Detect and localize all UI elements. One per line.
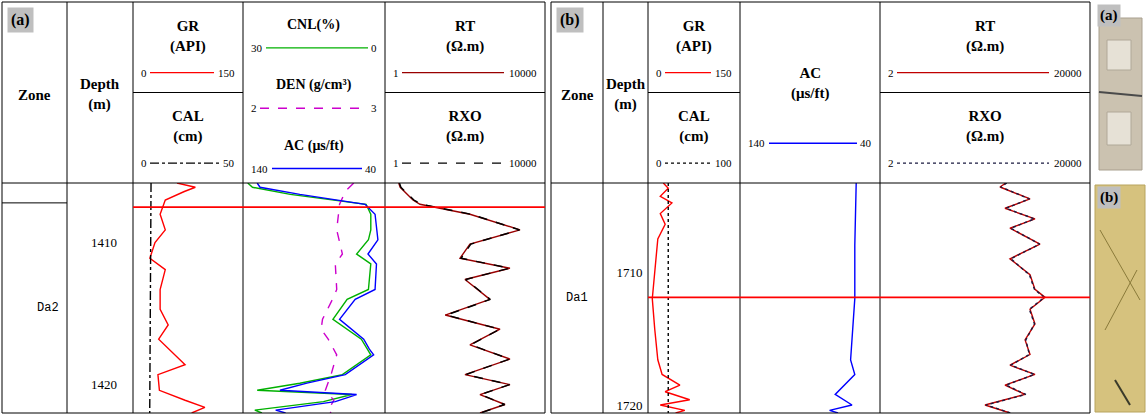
svg-text:40: 40 (860, 137, 872, 149)
svg-text:Da2: Da2 (37, 301, 59, 315)
svg-text:150: 150 (715, 67, 732, 79)
svg-text:AC(μs/ft): AC(μs/ft) (791, 65, 830, 102)
svg-text:20000: 20000 (1054, 157, 1082, 169)
svg-text:RT(Ω.m): RT(Ω.m) (446, 18, 484, 55)
svg-text:0: 0 (656, 157, 662, 169)
svg-text:10000: 10000 (509, 67, 537, 79)
svg-text:RT(Ω.m): RT(Ω.m) (966, 18, 1004, 55)
svg-text:1420: 1420 (91, 377, 117, 392)
svg-text:1: 1 (393, 157, 399, 169)
svg-text:0: 0 (141, 157, 147, 169)
svg-text:CAL(cm): CAL(cm) (678, 108, 710, 145)
svg-text:0: 0 (371, 42, 377, 54)
svg-text:(b): (b) (1100, 189, 1118, 206)
svg-text:20000: 20000 (1054, 67, 1082, 79)
svg-text:CAL(cm): CAL(cm) (172, 108, 204, 145)
svg-text:40: 40 (365, 163, 377, 175)
svg-text:2: 2 (251, 102, 257, 114)
svg-text:Depth(m): Depth(m) (606, 76, 646, 113)
svg-text:GR(API): GR(API) (676, 18, 712, 55)
svg-text:100: 100 (715, 157, 732, 169)
svg-text:150: 150 (218, 67, 235, 79)
svg-text:0: 0 (141, 67, 147, 79)
svg-text:30: 30 (251, 42, 263, 54)
svg-text:RXO(Ω.m): RXO(Ω.m) (446, 108, 484, 145)
svg-text:0: 0 (656, 67, 662, 79)
svg-text:Zone: Zone (561, 87, 594, 103)
svg-text:2: 2 (888, 67, 894, 79)
svg-text:(a): (a) (1100, 7, 1118, 24)
svg-text:2: 2 (888, 157, 894, 169)
svg-text:(a): (a) (11, 11, 30, 29)
svg-text:50: 50 (223, 157, 235, 169)
svg-text:1710: 1710 (617, 265, 643, 280)
svg-text:Zone: Zone (18, 87, 51, 103)
svg-text:3: 3 (371, 102, 377, 114)
svg-text:140: 140 (748, 137, 765, 149)
svg-text:CNL(%): CNL(%) (287, 17, 340, 33)
svg-text:GR(API): GR(API) (170, 18, 206, 55)
svg-text:(b): (b) (560, 11, 580, 29)
svg-text:DEN (g/cm³): DEN (g/cm³) (276, 77, 352, 93)
svg-text:Da1: Da1 (566, 291, 588, 305)
svg-text:RXO(Ω.m): RXO(Ω.m) (966, 108, 1004, 145)
svg-text:Depth(m): Depth(m) (80, 76, 120, 113)
svg-text:140: 140 (251, 163, 268, 175)
svg-text:1: 1 (393, 67, 399, 79)
svg-text:1410: 1410 (91, 235, 117, 250)
svg-text:AC (μs/ft): AC (μs/ft) (284, 138, 344, 154)
svg-text:1720: 1720 (617, 398, 643, 413)
svg-text:10000: 10000 (509, 157, 537, 169)
